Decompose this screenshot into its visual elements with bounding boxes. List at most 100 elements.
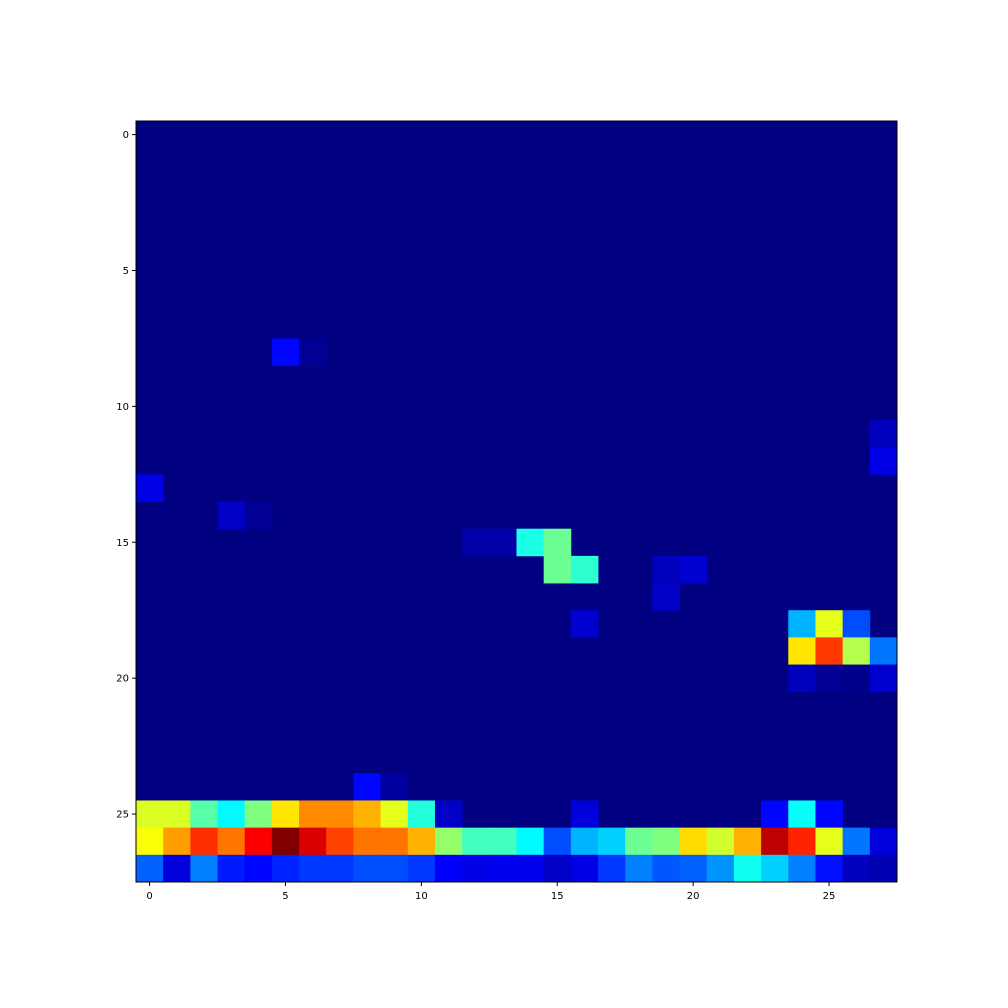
heatmap-cell bbox=[788, 854, 816, 883]
heatmap-cell bbox=[570, 854, 599, 883]
heatmap-cell bbox=[462, 528, 490, 557]
heatmap-cell bbox=[652, 555, 680, 584]
heatmap-cell bbox=[163, 854, 191, 883]
heatmap-cell bbox=[570, 555, 599, 584]
heatmap-cell bbox=[353, 827, 382, 856]
heatmap-cell bbox=[706, 827, 735, 856]
heatmap-cell bbox=[407, 800, 436, 829]
heatmap-cell bbox=[652, 827, 680, 856]
heatmap-cell bbox=[271, 827, 300, 856]
heatmap-cell bbox=[516, 854, 545, 883]
heatmap-cell bbox=[570, 610, 599, 638]
heatmap-cell bbox=[217, 827, 246, 856]
heatmap-cell bbox=[353, 854, 382, 883]
heatmap-cell bbox=[625, 827, 653, 856]
heatmap-cell bbox=[244, 501, 273, 530]
heatmap-cell bbox=[815, 800, 844, 829]
heatmap-cell bbox=[815, 827, 844, 856]
heatmap-cell bbox=[543, 827, 572, 856]
heatmap-cell bbox=[869, 664, 898, 693]
heatmap-cell bbox=[489, 827, 517, 856]
heatmap-cell bbox=[136, 854, 164, 883]
heatmap-cell bbox=[299, 338, 327, 367]
heatmap-cell bbox=[353, 773, 382, 801]
heatmap-cell bbox=[353, 800, 382, 829]
heatmap-cell bbox=[869, 447, 898, 475]
heatmap-cell bbox=[652, 854, 680, 883]
y-tick-label: 0 bbox=[123, 130, 129, 141]
x-tick-label: 25 bbox=[823, 891, 836, 902]
heatmap-cell bbox=[217, 501, 246, 530]
heatmap-cell bbox=[326, 854, 354, 883]
heatmap-cell bbox=[869, 827, 898, 856]
heatmap-cell bbox=[380, 854, 409, 883]
heatmap-cell bbox=[489, 854, 517, 883]
heatmap-cell bbox=[516, 528, 545, 557]
heatmap-cell bbox=[788, 827, 816, 856]
heatmap-cell bbox=[815, 854, 844, 883]
heatmap-cell bbox=[407, 827, 436, 856]
heatmap-cell bbox=[598, 827, 626, 856]
heatmap-cell bbox=[163, 800, 191, 829]
heatmap-cell bbox=[543, 555, 572, 584]
heatmap-cell bbox=[815, 637, 844, 665]
y-tick-label: 25 bbox=[116, 810, 129, 821]
heatmap-cell bbox=[407, 854, 436, 883]
heatmap-cell bbox=[598, 854, 626, 883]
heatmap-cell bbox=[434, 800, 463, 829]
heatmap-cell bbox=[815, 610, 844, 638]
heatmap-cell bbox=[761, 800, 789, 829]
heatmap-cell bbox=[244, 854, 273, 883]
heatmap-cell bbox=[869, 419, 898, 448]
heatmap-cell bbox=[462, 827, 490, 856]
x-tick-label: 5 bbox=[282, 891, 288, 902]
heatmap-cell bbox=[761, 854, 789, 883]
heatmap-cell bbox=[869, 854, 898, 883]
x-tick-label: 10 bbox=[415, 891, 428, 902]
heatmap-cell bbox=[733, 827, 762, 856]
heatmap-cell bbox=[244, 800, 273, 829]
heatmap-cell bbox=[434, 827, 463, 856]
heatmap-cell bbox=[434, 854, 463, 883]
heatmap-cell bbox=[271, 854, 300, 883]
heatmap-plot-area bbox=[135, 120, 898, 883]
heatmap-cell bbox=[136, 800, 164, 829]
heatmap-cell bbox=[190, 827, 218, 856]
heatmap-cell bbox=[326, 827, 354, 856]
heatmap-cell bbox=[625, 854, 653, 883]
heatmap-cell bbox=[679, 854, 708, 883]
heatmap-cell bbox=[570, 800, 599, 829]
heatmap-cell bbox=[815, 664, 844, 693]
heatmap-cell bbox=[842, 827, 871, 856]
heatmap-cell bbox=[136, 827, 164, 856]
x-axis: 0 5 10 15 20 25 bbox=[146, 882, 835, 902]
heatmap-cell bbox=[380, 827, 409, 856]
heatmap-cell bbox=[190, 800, 218, 829]
heatmap-cell bbox=[570, 827, 599, 856]
heatmap-cell bbox=[190, 854, 218, 883]
x-tick-label: 15 bbox=[551, 891, 564, 902]
heatmap-cell bbox=[299, 827, 327, 856]
heatmap-cell bbox=[842, 637, 871, 665]
heatmap-cell bbox=[842, 664, 871, 693]
x-tick-label: 0 bbox=[146, 891, 152, 902]
y-axis: 0 5 10 15 20 25 bbox=[116, 130, 136, 821]
heatmap-cell bbox=[788, 610, 816, 638]
heatmap-cell bbox=[733, 854, 762, 883]
heatmap-cell bbox=[489, 528, 517, 557]
x-tick-label: 20 bbox=[687, 891, 700, 902]
heatmap-cell bbox=[299, 854, 327, 883]
heatmap-cell bbox=[788, 800, 816, 829]
heatmap-cell bbox=[869, 637, 898, 665]
y-tick-label: 15 bbox=[116, 538, 129, 549]
axes-frame bbox=[135, 120, 898, 883]
heatmap-cell bbox=[244, 827, 273, 856]
heatmap-cell bbox=[788, 637, 816, 665]
heatmap-cell bbox=[326, 800, 354, 829]
heatmap-cell bbox=[380, 800, 409, 829]
heatmap-cell bbox=[462, 854, 490, 883]
heatmap-cell bbox=[136, 474, 164, 502]
heatmap-cell bbox=[652, 583, 680, 611]
heatmap-cell bbox=[217, 854, 246, 883]
